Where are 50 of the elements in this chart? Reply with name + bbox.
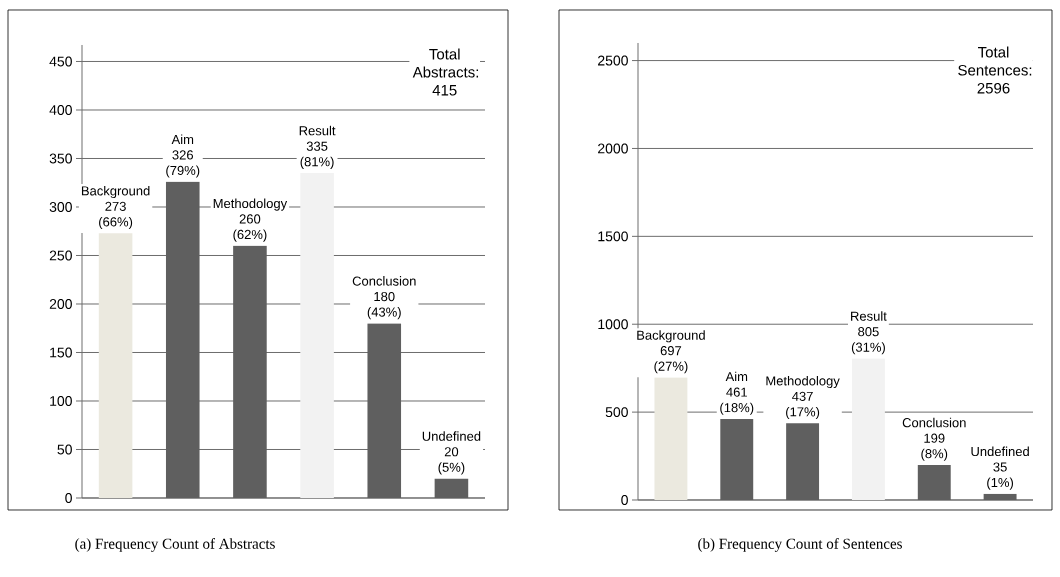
bar — [300, 173, 334, 498]
data-label: 461 (18%) — [720, 387, 754, 415]
text: (b) Frequency Count of Sentences — [698, 538, 902, 552]
text: (a) Frequency Count of Abstracts — [75, 538, 275, 552]
y-tick-label: 1000 — [598, 319, 628, 330]
data-label: 805 (31%) — [851, 327, 885, 355]
y-tick-label: 2000 — [598, 143, 628, 154]
bar — [654, 377, 688, 500]
x-tick-label: Conclusion — [352, 276, 416, 286]
data-label: 326 (79%) — [166, 150, 200, 178]
x-tick-label: Methodology — [766, 375, 840, 389]
annotation: Total Sentences: 2596 — [958, 46, 1032, 94]
y-tick-label: 200 — [49, 299, 72, 309]
y-tick-label: 450 — [49, 56, 72, 67]
y-tick-label: 2500 — [598, 55, 628, 66]
x-tick-label: Aim — [725, 371, 748, 382]
data-label: 335 (81%) — [300, 141, 334, 169]
data-label: 199 (8%) — [921, 433, 948, 461]
data-label: 260 (62%) — [233, 214, 267, 242]
data-label: 273 (66%) — [99, 201, 133, 230]
x-tick-label: Result — [299, 125, 336, 136]
y-tick-label: 1500 — [598, 231, 628, 242]
y-tick-label: 150 — [50, 347, 72, 358]
x-tick-label: Background — [81, 185, 150, 199]
y-tick-label: 400 — [49, 105, 72, 115]
bar — [851, 358, 885, 500]
x-tick-label: Result — [851, 311, 887, 321]
x-tick-label: Methodology — [213, 198, 288, 211]
x-tick-label: Undefined — [422, 431, 481, 441]
x-tick-label: Aim — [171, 134, 194, 144]
x-tick-label: Undefined — [971, 446, 1029, 457]
data-label: 35 (1%) — [987, 462, 1013, 490]
data-label: 180 (43%) — [367, 291, 401, 320]
y-tick-label: 350 — [49, 153, 72, 164]
y-tick-label: 0 — [621, 495, 628, 505]
annotation: Total Abstracts: 415 — [412, 48, 479, 96]
x-tick-label: Conclusion — [902, 417, 966, 428]
y-tick-label: 0 — [65, 493, 72, 503]
data-label: 20 (5%) — [438, 447, 465, 475]
y-tick-label: 500 — [605, 407, 628, 418]
data-label: 437 (17%) — [786, 391, 820, 420]
bar — [720, 418, 754, 500]
bar — [983, 493, 1017, 500]
y-tick-label: 250 — [49, 250, 72, 261]
y-tick-label: 50 — [57, 444, 72, 455]
x-tick-label: Background — [637, 330, 705, 343]
bar — [786, 423, 820, 500]
y-tick-label: 100 — [50, 396, 72, 406]
y-tick-label: 300 — [49, 202, 72, 212]
data-label: 697 (27%) — [654, 346, 688, 374]
